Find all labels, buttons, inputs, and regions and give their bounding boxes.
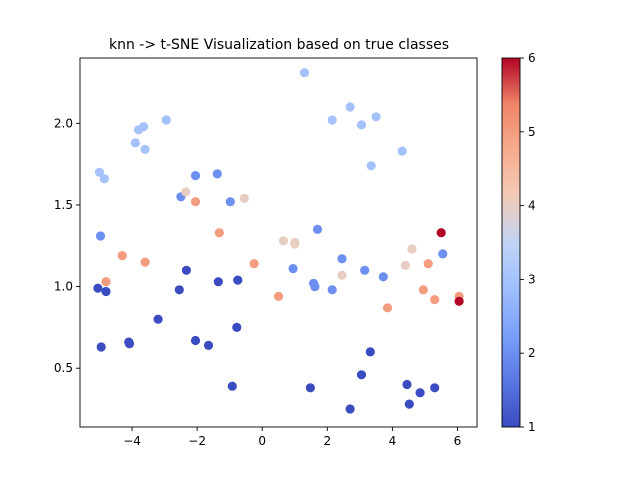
data-point [99,174,109,184]
data-point [140,257,150,267]
data-point [418,285,428,295]
data-point [203,340,214,350]
data-point [288,264,298,274]
data-point [94,167,105,177]
y-tick-label: 2.0 [54,116,73,130]
data-point [190,171,201,181]
data-point [438,249,448,259]
data-point [404,399,414,409]
data-point [430,383,440,393]
y-tick-label: 1.5 [54,198,73,212]
data-point [233,275,243,285]
data-point [305,383,315,393]
data-point [153,314,163,324]
data-point [273,291,284,301]
data-point [365,347,375,357]
data-point [356,370,367,380]
x-tick-label: 6 [454,434,462,448]
data-point [278,236,288,246]
data-point [312,224,323,234]
colorbar-tick-label: 5 [528,125,536,139]
colorbar-tick-label: 2 [528,346,536,360]
data-point [337,254,347,264]
data-point [117,251,127,261]
data-point [360,265,370,275]
data-point [212,169,222,179]
x-tick-label: −2 [188,434,206,448]
x-tick-label: 0 [258,434,266,448]
data-point [397,146,407,156]
data-point [124,339,135,349]
colorbar-tick-label: 3 [528,272,536,286]
colorbar-gradient [501,57,521,428]
data-point [232,322,242,332]
points-layer [93,68,464,414]
plot-frame [79,57,478,428]
data-point [290,239,300,249]
data-point [181,187,191,197]
data-point [95,231,106,241]
data-point [174,285,184,295]
data-point [249,259,259,269]
y-tick-label: 0.5 [54,361,73,375]
data-point [140,144,150,154]
data-point [356,120,367,130]
data-point [101,277,111,287]
x-tick-label: −4 [123,434,141,448]
data-point [138,122,149,132]
data-point [402,379,412,390]
data-point [345,102,355,112]
data-point [96,342,106,352]
data-point [430,295,440,305]
data-point [345,404,355,414]
data-point [299,68,310,78]
data-point [415,388,425,398]
y-axis: 0.5 1.0 1.5 2.0 [54,116,80,375]
data-point [382,303,393,313]
data-point [227,381,237,391]
data-point [327,115,337,125]
colorbar-tick-label: 1 [528,420,536,434]
data-point [181,265,191,275]
colorbar-ticks: 1 2 3 4 5 6 [520,51,536,434]
chart-title: knn -> t-SNE Visualization based on true… [109,37,449,53]
x-tick-label: 4 [389,434,397,448]
data-point [436,228,446,238]
data-point [378,272,388,282]
data-point [366,161,376,171]
data-point [130,138,140,148]
data-point [337,270,347,280]
data-point [400,260,410,270]
data-point [190,197,201,207]
colorbar-tick-label: 4 [528,199,536,213]
colorbar-tick-label: 6 [528,51,536,65]
data-point [239,193,249,203]
data-point [213,277,223,287]
data-point [371,112,381,122]
data-point [310,282,320,292]
data-point [225,197,235,207]
y-tick-label: 1.0 [54,280,73,294]
data-point [407,244,417,254]
x-tick-label: 2 [323,434,331,448]
data-point [454,296,464,306]
data-point [93,283,103,293]
x-axis: −4 −2 0 2 4 6 [123,427,461,448]
data-point [423,259,433,269]
data-point [190,335,201,346]
data-point [161,115,171,125]
data-point [327,285,337,295]
data-point [214,228,224,238]
data-point [101,286,111,297]
colorbar: 1 2 3 4 5 6 [501,51,536,434]
